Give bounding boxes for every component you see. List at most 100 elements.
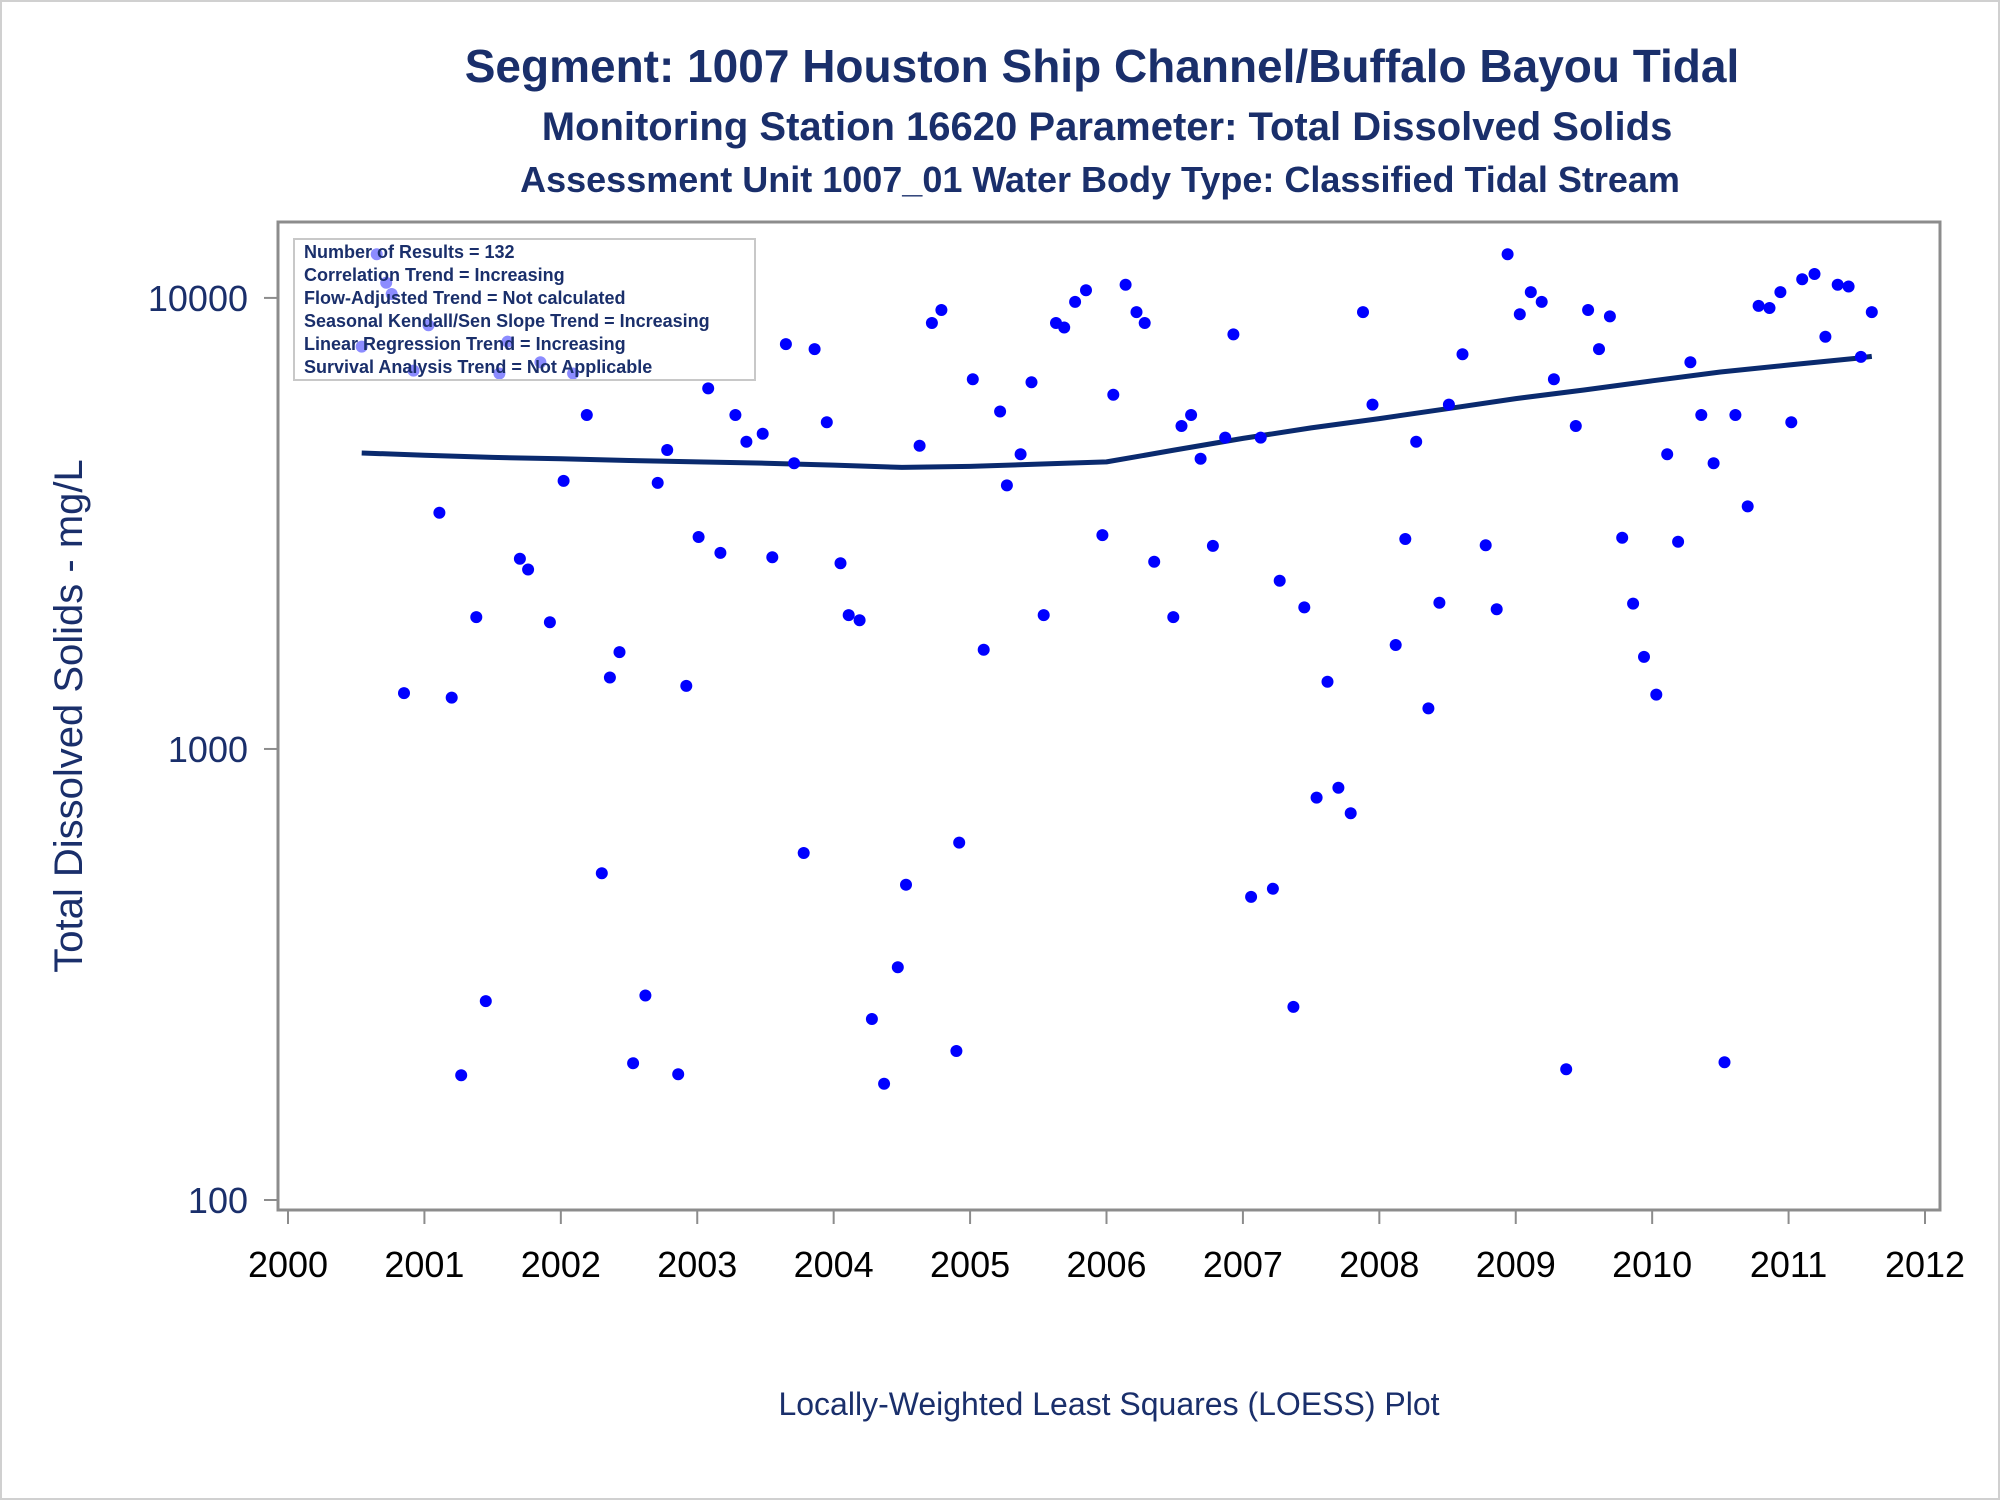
data-point [1684, 356, 1697, 369]
x-tick-label: 2005 [930, 1244, 1010, 1285]
data-point [740, 435, 753, 448]
data-point [1695, 409, 1708, 421]
data-point [842, 609, 855, 622]
data-point [1638, 650, 1650, 663]
data-point [891, 961, 904, 974]
data-point [1167, 611, 1180, 624]
data-point [1058, 321, 1071, 334]
data-point [1287, 1000, 1300, 1013]
stats-linear-regression-trend: Linear Regression Trend = Increasing [304, 334, 626, 354]
data-point [672, 1068, 685, 1081]
data-point [1366, 398, 1379, 411]
data-point [543, 616, 556, 629]
data-point [1582, 304, 1595, 316]
data-point [1321, 675, 1334, 688]
data-point [1524, 286, 1537, 299]
data-point [756, 427, 769, 440]
data-point [1389, 639, 1402, 651]
data-point [1796, 273, 1809, 286]
data-point [433, 506, 446, 519]
data-point [1069, 295, 1082, 308]
data-point [1547, 373, 1560, 386]
data-point [1185, 409, 1198, 421]
stats-flow-adjusted-trend: Flow-Adjusted Trend = Not calculated [304, 288, 626, 308]
data-point [1831, 278, 1844, 291]
data-point [1865, 306, 1878, 319]
data-point [788, 457, 801, 470]
data-point [1718, 1056, 1731, 1069]
data-point [1741, 500, 1754, 513]
loess-line [361, 353, 1873, 470]
x-tick-label: 2002 [521, 1244, 601, 1285]
data-point [1774, 286, 1787, 299]
data-point [1650, 688, 1663, 701]
data-point [853, 614, 866, 627]
data-point [1344, 807, 1357, 820]
data-point [522, 563, 535, 576]
data-point [627, 1057, 640, 1070]
data-point [1616, 531, 1629, 544]
data-point [580, 409, 593, 421]
x-tick-label: 2004 [794, 1244, 874, 1285]
data-point [680, 679, 693, 692]
y-tick-label: 10000 [148, 278, 248, 319]
chart-title-line-3: Assessment Unit 1007_01 Water Body Type:… [520, 159, 1680, 200]
data-point [1661, 448, 1674, 461]
data-point [820, 416, 833, 429]
data-point [1785, 416, 1798, 429]
data-point [1254, 431, 1267, 444]
stats-number-of-results: Number of Results = 132 [304, 242, 515, 262]
data-point [834, 557, 847, 570]
data-point [1442, 398, 1455, 411]
data-point [1206, 539, 1219, 552]
data-point [1819, 330, 1832, 343]
data-point [1148, 555, 1161, 568]
x-tick-label: 2007 [1203, 1244, 1283, 1285]
data-point [479, 995, 492, 1008]
data-point [935, 304, 948, 316]
data-point [925, 317, 938, 329]
data-point [1707, 457, 1720, 470]
data-point [1014, 448, 1027, 461]
stats-box: Number of Results = 132 Correlation Tren… [293, 238, 756, 381]
data-point [1854, 350, 1867, 363]
data-point [977, 643, 990, 656]
data-point [613, 646, 626, 659]
data-point [1310, 791, 1323, 804]
data-point [1025, 376, 1038, 389]
data-point [1080, 284, 1092, 297]
data-point [865, 1013, 878, 1025]
data-point [1096, 529, 1109, 542]
data-point [1410, 435, 1423, 448]
data-point [1763, 302, 1776, 314]
data-point [1119, 278, 1132, 291]
data-point [1456, 348, 1469, 361]
data-point [1332, 781, 1345, 794]
data-point [900, 878, 912, 891]
data-point [513, 552, 526, 565]
data-point [1298, 601, 1311, 614]
stats-seasonal-kendall-trend: Seasonal Kendall/Sen Slope Trend = Incre… [304, 311, 710, 331]
x-tick-label: 2003 [657, 1244, 737, 1285]
data-point [651, 476, 664, 489]
data-point [445, 691, 458, 704]
data-point [953, 836, 966, 849]
data-point [1000, 479, 1013, 492]
data-point [1808, 268, 1821, 280]
data-point [1479, 539, 1492, 552]
x-tick-label: 2006 [1066, 1244, 1146, 1285]
data-point [729, 409, 742, 421]
data-point [1603, 310, 1616, 323]
data-point [966, 373, 979, 386]
data-point [1194, 452, 1207, 465]
data-point [913, 439, 926, 452]
data-point [1357, 306, 1369, 319]
data-point [797, 847, 810, 859]
x-tick-label: 2010 [1612, 1244, 1692, 1285]
data-point [1513, 308, 1526, 321]
x-tick-label: 2000 [248, 1244, 328, 1285]
data-point [1266, 882, 1279, 895]
data-point [779, 338, 792, 351]
